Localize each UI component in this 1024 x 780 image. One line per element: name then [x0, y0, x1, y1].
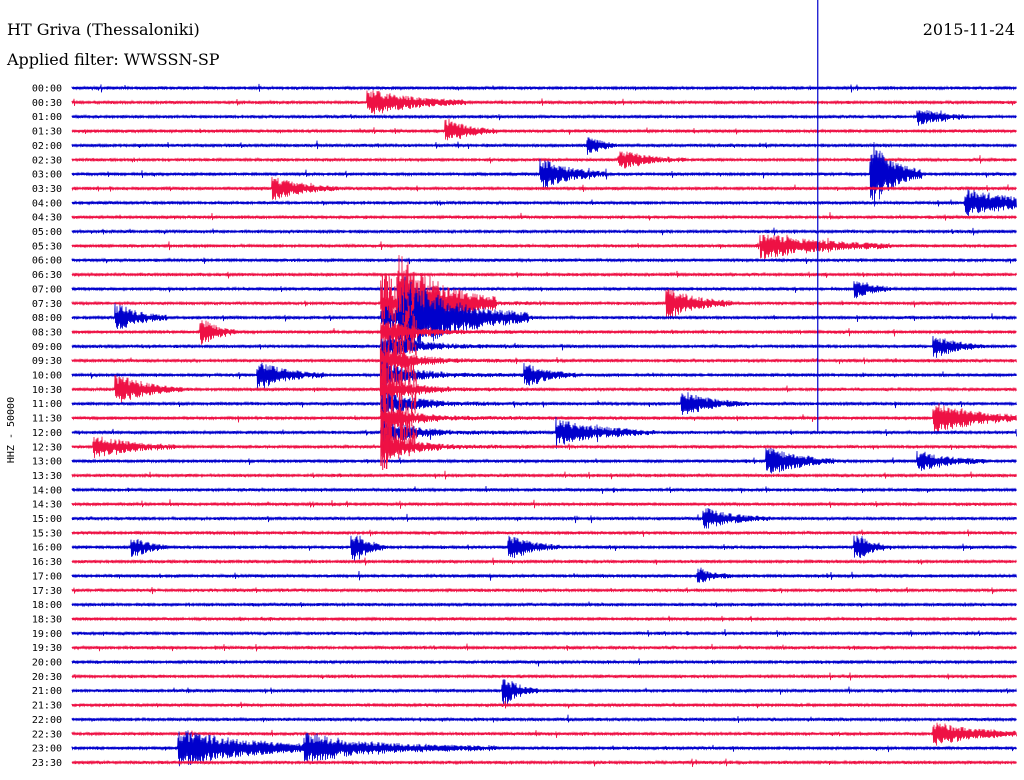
- row-time-label: 04:30: [32, 213, 62, 224]
- row-time-label: 03:30: [32, 184, 62, 195]
- row-time-label: 22:00: [32, 715, 62, 726]
- row-time-label: 20:00: [32, 658, 62, 669]
- row-time-label: 07:00: [32, 284, 62, 295]
- row-time-label: 16:30: [32, 557, 62, 568]
- row-time-label: 09:00: [32, 342, 62, 353]
- row-time-label: 08:00: [32, 313, 62, 324]
- row-time-label: 16:00: [32, 543, 62, 554]
- trace-line: [71, 403, 1017, 434]
- row-time-label: 10:00: [32, 371, 62, 382]
- station-title: HT Griva (Thessaloniki): [7, 20, 200, 39]
- row-time-label: 17:00: [32, 571, 62, 582]
- row-time-label: 10:30: [32, 385, 62, 396]
- row-time-label: 06:30: [32, 270, 62, 281]
- row-time-label: 15:00: [32, 514, 62, 525]
- trace-line: [71, 391, 1017, 419]
- row-time-label: 14:30: [32, 500, 62, 511]
- row-time-label: 11:30: [32, 414, 62, 425]
- row-time-label: 09:30: [32, 356, 62, 367]
- trace-line: [71, 557, 1017, 566]
- row-time-label: 17:30: [32, 586, 62, 597]
- row-time-label: 12:30: [32, 442, 62, 453]
- row-time-label: 03:00: [32, 170, 62, 181]
- row-time-label: 15:30: [32, 528, 62, 539]
- trace-line: [71, 679, 1017, 705]
- trace-line: [71, 281, 1017, 299]
- trace-line: [71, 189, 1017, 217]
- channel-axis-label: HHZ - 50000: [6, 396, 17, 464]
- trace-line: [71, 255, 1017, 354]
- row-time-label: 01:00: [32, 112, 62, 123]
- filter-label: Applied filter: WWSSN-SP: [7, 50, 220, 69]
- row-time-label: 00:30: [32, 98, 62, 109]
- row-time-label: 02:00: [32, 141, 62, 152]
- trace-line: [71, 234, 1017, 260]
- earthquake-signal: [379, 274, 417, 470]
- row-time-label: 19:00: [32, 629, 62, 640]
- row-time-label: 18:30: [32, 614, 62, 625]
- row-time-label: 02:30: [32, 155, 62, 166]
- row-time-label: 06:00: [32, 256, 62, 267]
- row-time-label: 07:30: [32, 299, 62, 310]
- row-time-label: 05:30: [32, 241, 62, 252]
- trace-line: [71, 335, 1017, 360]
- row-time-label: 20:30: [32, 672, 62, 683]
- row-time-label: 13:30: [32, 471, 62, 482]
- row-time-label: 12:00: [32, 428, 62, 439]
- trace-line: [71, 110, 1017, 126]
- row-time-label: 00:00: [32, 84, 62, 95]
- row-time-label: 19:30: [32, 643, 62, 654]
- row-time-label: 22:30: [32, 729, 62, 740]
- row-time-label: 14:00: [32, 485, 62, 496]
- row-time-label: 21:00: [32, 686, 62, 697]
- row-time-label: 18:00: [32, 600, 62, 611]
- row-time-label: 23:30: [32, 758, 62, 769]
- trace-line: [71, 535, 1017, 562]
- trace-line: [71, 586, 1017, 595]
- row-time-label: 04:00: [32, 198, 62, 209]
- row-time-label: 13:00: [32, 457, 62, 468]
- row-time-label: 23:00: [32, 744, 62, 755]
- date-label: 2015-11-24: [922, 20, 1015, 39]
- row-time-label: 08:30: [32, 327, 62, 338]
- row-time-label: 11:00: [32, 399, 62, 410]
- row-time-label: 21:30: [32, 701, 62, 712]
- row-time-label: 01:30: [32, 127, 62, 138]
- row-time-label: 05:00: [32, 227, 62, 238]
- trace-line: [71, 118, 1017, 141]
